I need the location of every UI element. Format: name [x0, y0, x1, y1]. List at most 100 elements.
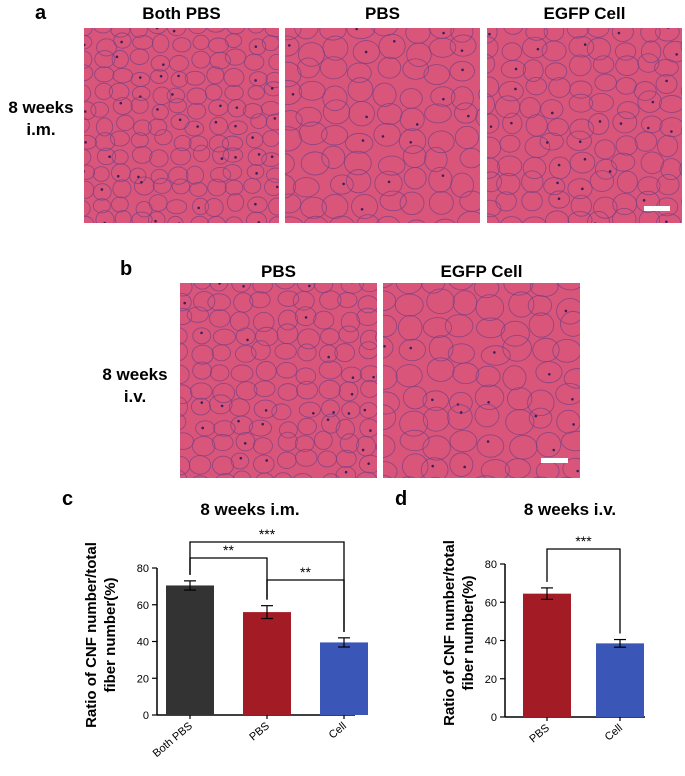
nucleus [197, 206, 200, 210]
fiber-outline [318, 344, 338, 363]
nucleus [347, 412, 351, 415]
fiber-outline [166, 215, 184, 223]
x-tick-label: Cell [327, 720, 349, 741]
fiber-outline [593, 196, 618, 219]
fiber-outline [383, 460, 398, 478]
nucleus [441, 174, 445, 177]
fiber-outline [527, 294, 553, 316]
significance-label: *** [575, 533, 592, 549]
fiber-outline [84, 215, 95, 223]
fiber-outline [314, 430, 333, 450]
fiber-outline [345, 132, 374, 154]
fiber-outline [426, 357, 455, 382]
fiber-outline [499, 134, 521, 153]
nucleus [493, 351, 496, 354]
nucleus [361, 139, 365, 142]
fiber-outline [617, 101, 640, 120]
fiber-outline [633, 81, 657, 101]
nucleus [156, 108, 159, 111]
fiber-outline [375, 332, 377, 343]
fiber-outline [224, 48, 247, 66]
fiber-outline [519, 97, 541, 119]
fiber-outline [255, 472, 275, 478]
fiber-outline [264, 178, 279, 196]
fiber-outline [560, 310, 580, 337]
nucleus [367, 462, 371, 465]
fiber-outline [313, 310, 335, 330]
chart-d-ylabel-line1: Ratio of CNF number/total [441, 540, 458, 726]
nucleus [442, 31, 445, 35]
fiber-outline [397, 314, 423, 341]
fiber-outline [406, 42, 432, 68]
fiber-outline [268, 53, 279, 71]
fiber-outline [356, 307, 377, 326]
nucleus [675, 53, 678, 56]
fiber-outline [336, 449, 357, 468]
fiber-outline [656, 173, 680, 196]
fiber-outline [525, 28, 548, 41]
fiber-outline [209, 116, 229, 136]
fiber-outline [285, 126, 302, 152]
fiber-outline [173, 134, 192, 152]
nucleus [355, 28, 358, 31]
fiber-outline [383, 314, 398, 338]
fiber-outline [358, 454, 377, 474]
fiber-outline [193, 283, 212, 290]
fiber-outline [171, 178, 191, 195]
fiber-outline [476, 434, 505, 458]
nucleus [308, 284, 311, 288]
fiber-outline [166, 28, 187, 37]
nucleus [514, 67, 518, 71]
nucleus [594, 222, 597, 223]
fiber-outline [277, 290, 300, 307]
fiber-outline [148, 194, 168, 212]
fiber-outline [92, 166, 110, 182]
significance-label: ** [300, 564, 311, 580]
significance-bracket [546, 548, 621, 634]
fiber-outline [533, 476, 548, 478]
fiber-outline [188, 135, 209, 152]
nucleus [177, 74, 180, 78]
fiber-outline [247, 148, 267, 166]
fiber-outline [247, 85, 265, 100]
fiber-outline [521, 170, 544, 194]
fiber-outline [188, 455, 212, 475]
fiber-outline [274, 343, 297, 360]
fiber-outline [338, 381, 359, 402]
fiber-outline [359, 365, 377, 383]
fiber-outline [84, 164, 96, 180]
fiber-outline [84, 200, 91, 217]
fiber-outline [588, 92, 614, 113]
nucleus [257, 153, 261, 156]
fiber-outline [298, 401, 321, 418]
nucleus [489, 125, 493, 129]
fiber-outline [395, 364, 423, 388]
fiber-outline [268, 216, 279, 223]
nucleus [326, 418, 330, 421]
nucleus [387, 180, 391, 184]
fiber-outline [500, 216, 523, 223]
fiber-outline [255, 326, 279, 347]
fiber-outline [229, 311, 250, 332]
fiber-outline [170, 71, 189, 88]
fiber-outline [277, 309, 299, 331]
fiber-outline [180, 307, 193, 325]
fiber-outline [568, 93, 594, 113]
nucleus [154, 219, 157, 223]
nucleus [119, 101, 123, 105]
fiber-outline [348, 100, 375, 127]
significance-bracket [189, 541, 345, 632]
fiber-outline [247, 196, 268, 214]
fiber-outline [637, 53, 660, 73]
fiber-outline [476, 317, 506, 339]
fiber-outline [243, 177, 262, 194]
bar [596, 643, 644, 717]
nucleus [264, 409, 268, 412]
fiber-outline [261, 152, 279, 167]
fiber-outline [616, 170, 638, 194]
fiber-outline [535, 431, 562, 458]
fiber-outline [480, 459, 510, 478]
fiber-outline [449, 429, 478, 453]
fiber-outline [500, 59, 527, 79]
tissue-background [487, 28, 682, 223]
